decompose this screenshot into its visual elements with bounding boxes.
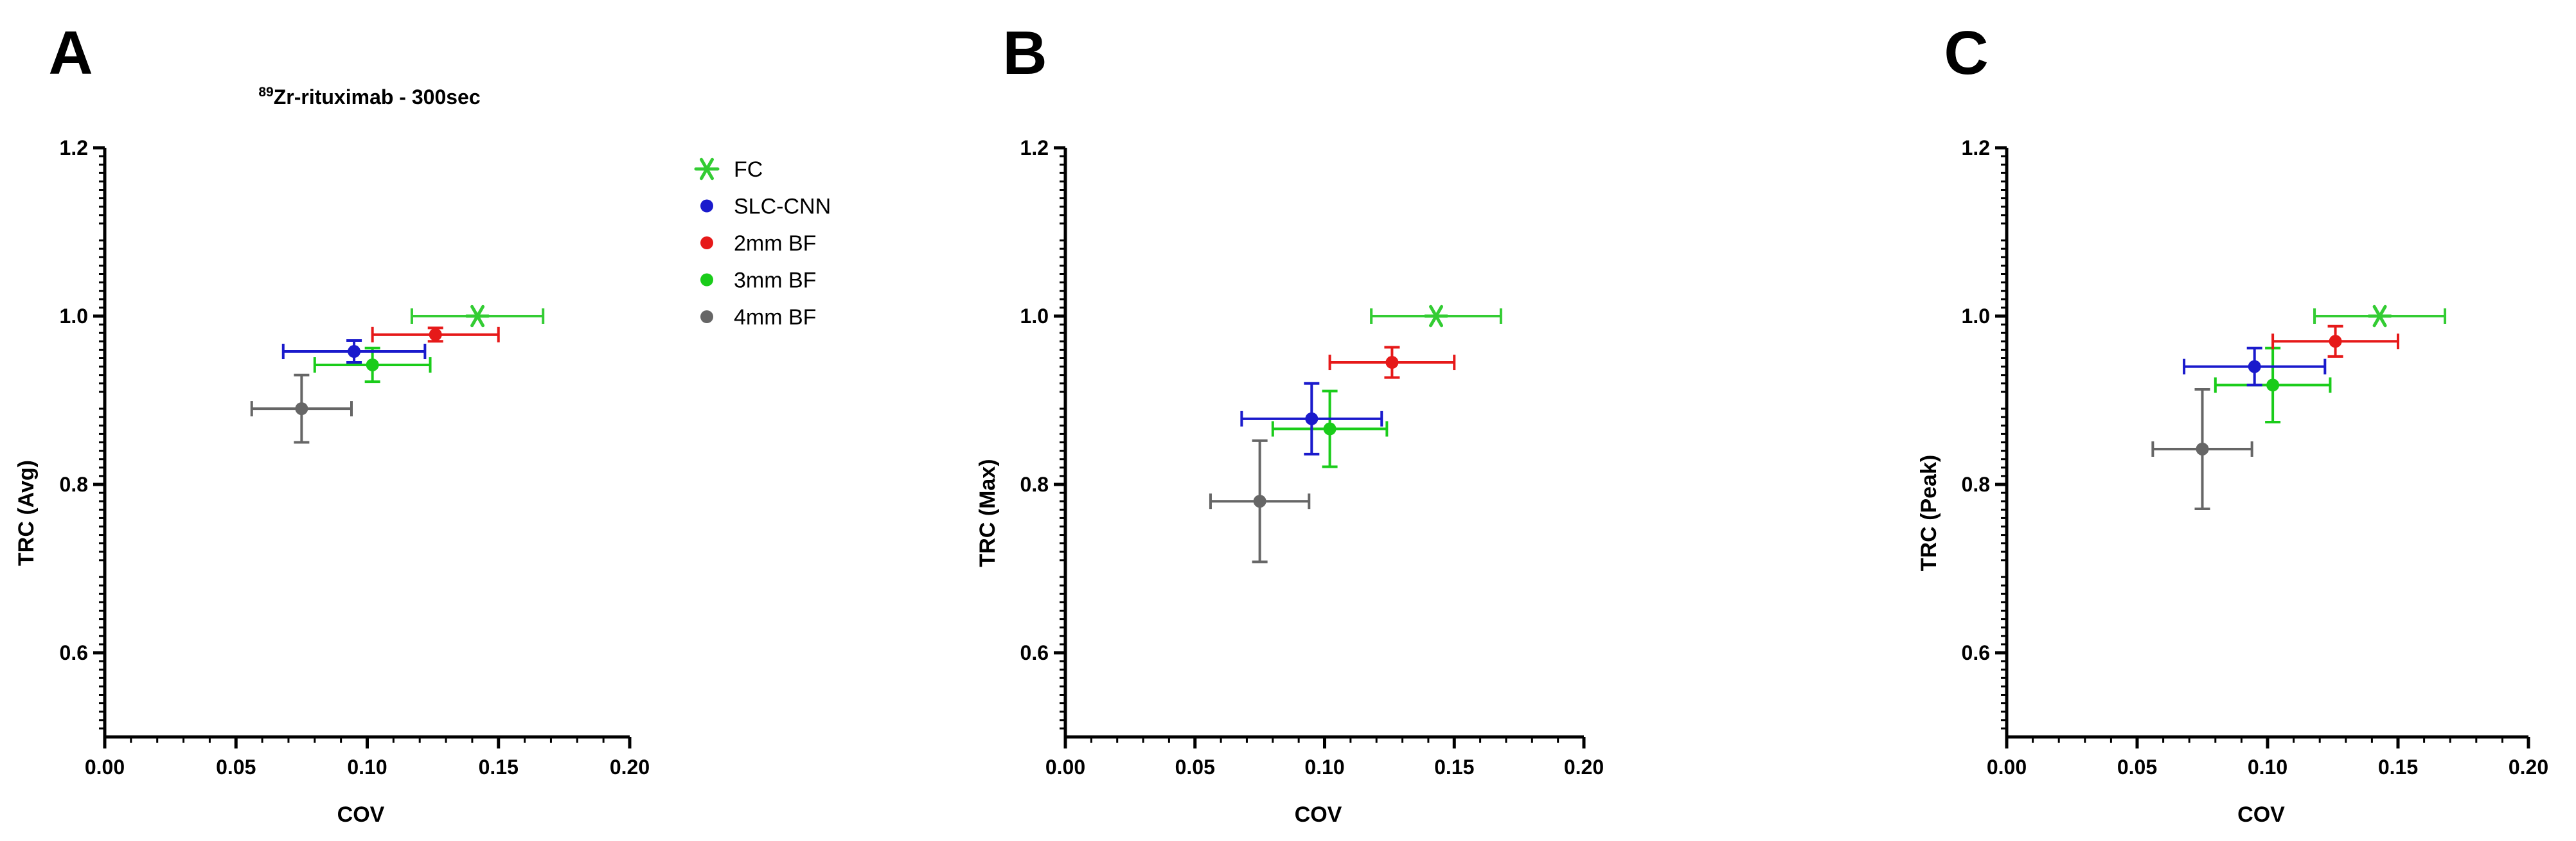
point-marker [2248,360,2261,373]
legend-item-2mm-bf: 2mm BF [700,231,816,256]
legend-label: 2mm BF [734,231,816,256]
x-tick-label: 0.20 [2509,756,2548,779]
legend-item-3mm-bf: 3mm BF [700,269,816,293]
x-minor-ticks [130,737,605,743]
x-tick-label: 0.05 [1175,756,1215,779]
y-axis-label: TRC (Peak) [1917,455,1941,571]
legend-label: SLC-CNN [734,195,831,219]
panel-a: A 0.6 0.8 1.0 1.2 0.00 0.05 0.10 0.15 0.20 COV TRC … [14,19,650,827]
x-axis-label: COV [1295,802,1342,827]
x-tick-label: 0.05 [2117,756,2157,779]
y-tick-label: 0.6 [1962,641,1990,664]
point-2mm-bf [371,326,500,343]
data-points [1209,305,1502,563]
y-tick-label: 1.0 [1962,305,1990,328]
point-marker [2266,378,2280,392]
y-tick-label: 0.8 [60,473,88,496]
point-4mm-bf [2151,387,2253,510]
legend-marker [700,199,713,213]
legend-label: FC [734,157,763,182]
y-minor-ticks [2001,155,2007,730]
point-marker [295,402,308,416]
x-tick-label: 0.15 [1434,756,1474,779]
y-tick-label: 1.0 [60,305,88,328]
point-marker [366,358,379,371]
x-tick-label: 0.20 [610,756,650,779]
point-marker [429,328,442,341]
x-minor-ticks [2032,737,2503,743]
legend-marker-star [694,157,720,181]
x-tick-label: 0.20 [1564,756,1604,779]
chart-title: 89Zr-rituximab - 300sec [258,85,480,109]
point-marker [2196,442,2209,456]
x-axis-label: COV [337,802,385,827]
point-fc [2313,305,2447,328]
y-minor-ticks [99,155,105,730]
x-tick-label: 0.15 [479,756,519,779]
point-fc [410,305,545,328]
panel-label: C [1944,19,1988,87]
x-tick-label: 0.10 [2248,756,2287,779]
y-axis-label: TRC (Avg) [14,460,39,566]
point-slc-cnn [1240,382,1383,456]
point-marker [348,345,361,359]
y-tick-label: 0.8 [1020,473,1049,496]
y-tick-label: 0.8 [1962,473,1990,496]
point-marker [1385,356,1399,369]
panel-b: B 0.6 0.8 1.0 1.2 0.00 0.05 0.10 0.15 0.20 COV TRC … [975,19,1604,827]
x-tick-label: 0.15 [2378,756,2418,779]
point-marker-star [2367,305,2393,328]
legend-item-fc: FC [694,157,763,182]
x-tick-label: 0.00 [1987,756,2027,779]
point-marker [1305,412,1319,425]
point-marker-star [1423,305,1449,328]
y-tick-label: 1.2 [60,136,88,159]
chart-title-superscript: 89 [258,85,273,100]
data-points [250,305,545,444]
point-fc [1370,305,1502,328]
point-marker-star [465,305,490,328]
point-3mm-bf [313,346,432,384]
y-tick-label: 1.0 [1020,305,1049,328]
point-4mm-bf [1209,439,1311,563]
y-tick-label: 1.2 [1962,136,1990,159]
y-tick-label: 0.6 [60,641,88,664]
x-tick-label: 0.10 [347,756,387,779]
panel-label: A [48,19,93,87]
point-3mm-bf [1271,389,1389,468]
legend-label: 3mm BF [734,269,816,293]
legend: FC SLC-CNN 2mm BF 3mm BF 4mm BF [694,157,831,330]
legend-marker [700,273,713,287]
legend-label: 4mm BF [734,305,816,330]
y-minor-ticks [1060,155,1065,730]
legend-marker [700,310,713,323]
point-2mm-bf [1328,346,1456,379]
point-2mm-bf [2271,324,2399,358]
panel-label: B [1002,19,1047,87]
point-marker [2329,335,2342,348]
point-marker [1323,422,1337,436]
point-slc-cnn [2183,346,2327,387]
legend-item-4mm-bf: 4mm BF [700,305,816,330]
point-4mm-bf [250,373,353,444]
y-tick-label: 0.6 [1020,641,1049,664]
x-axis-label: COV [2237,802,2285,827]
x-tick-label: 0.05 [216,756,256,779]
y-tick-label: 1.2 [1020,136,1049,159]
chart-title-text: Zr-rituximab - 300sec [274,85,481,109]
data-points [2151,305,2447,510]
x-tick-label: 0.10 [1304,756,1344,779]
x-tick-label: 0.00 [85,756,125,779]
legend-item-slc-cnn: SLC-CNN [700,195,831,219]
legend-marker [700,236,713,249]
y-axis-label: TRC (Max) [975,459,1000,567]
x-minor-ticks [1090,737,1559,743]
point-marker [1253,495,1266,508]
point-3mm-bf [2214,346,2332,424]
panel-c: C 0.6 0.8 1.0 1.2 0.00 0.05 0.10 0.15 0.20 COV TRC … [1917,19,2548,827]
x-tick-label: 0.00 [1045,756,1085,779]
point-slc-cnn [281,339,427,364]
panels: A 0.6 0.8 1.0 1.2 0.00 0.05 0.10 0.15 0.20 COV TRC … [14,19,2548,827]
